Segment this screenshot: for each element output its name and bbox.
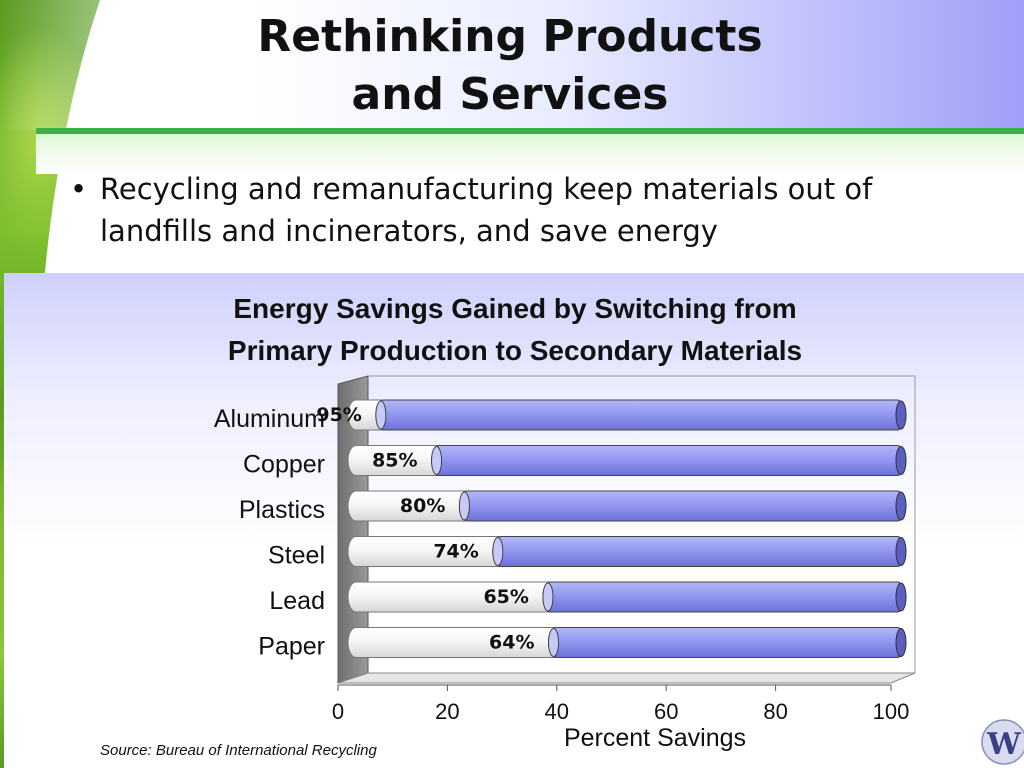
bar-value-label: 85% [372,450,417,472]
chart-title-line-2: Primary Production to Secondary Material… [227,335,803,366]
bar-cap [548,628,560,657]
category-label: Steel [268,542,325,570]
bar-end-cap [895,400,907,430]
x-tick-label: 100 [873,699,910,724]
chart-title-line-1: Energy Savings Gained by Switching from [233,293,797,324]
slide-title: Rethinking Products and Services [170,8,850,124]
x-tick-label: 80 [763,699,787,724]
bar-cap [431,446,443,475]
bullet-dot-icon: • [70,172,88,206]
bar-value-label: 80% [400,495,445,517]
bar-cap [492,537,504,566]
bar-end-cap [895,628,907,657]
bar-value-label: 64% [489,632,534,654]
chart-floor [337,672,916,684]
bar-end-cap [895,491,907,521]
slide-title-line-1: Rethinking Products [257,11,763,62]
category-label: Lead [269,587,325,615]
bar-cap [542,582,554,612]
slide-title-line-2: and Services [351,69,669,120]
logo-icon: W [981,719,1024,765]
bar [375,399,906,431]
bar [542,581,906,613]
bar-end-cap [895,582,907,612]
bar-cap [458,491,470,521]
bar-cap [375,400,387,430]
category-label: Paper [258,633,325,661]
x-tick-label: 0 [332,699,344,724]
x-axis-label: Percent Savings [563,724,747,752]
category-label: Copper [243,451,325,479]
bar-value-label: 65% [483,586,528,608]
bar [458,490,906,522]
x-tick-label: 40 [545,699,569,724]
divider-glow [36,134,1024,174]
title-divider [36,128,1024,134]
title-band [0,0,1024,130]
bar-value-label: 74% [433,541,478,563]
bar-end-cap [895,537,907,566]
bar [548,627,906,658]
bar-end-cap [895,446,907,475]
category-label: Aluminum [214,405,325,433]
category-label: Plastics [239,496,325,524]
bar-value-label: 95% [316,404,361,426]
bullet-text: Recycling and remanufacturing keep mater… [100,172,873,248]
bar [492,536,906,567]
source-citation: Source: Bureau of International Recyclin… [100,742,377,759]
chart-title: Energy Savings Gained by Switching from … [130,288,900,372]
bar [431,445,906,476]
x-tick-label: 60 [654,699,678,724]
logo-letter: W [986,727,1022,762]
x-tick-label: 20 [435,699,459,724]
